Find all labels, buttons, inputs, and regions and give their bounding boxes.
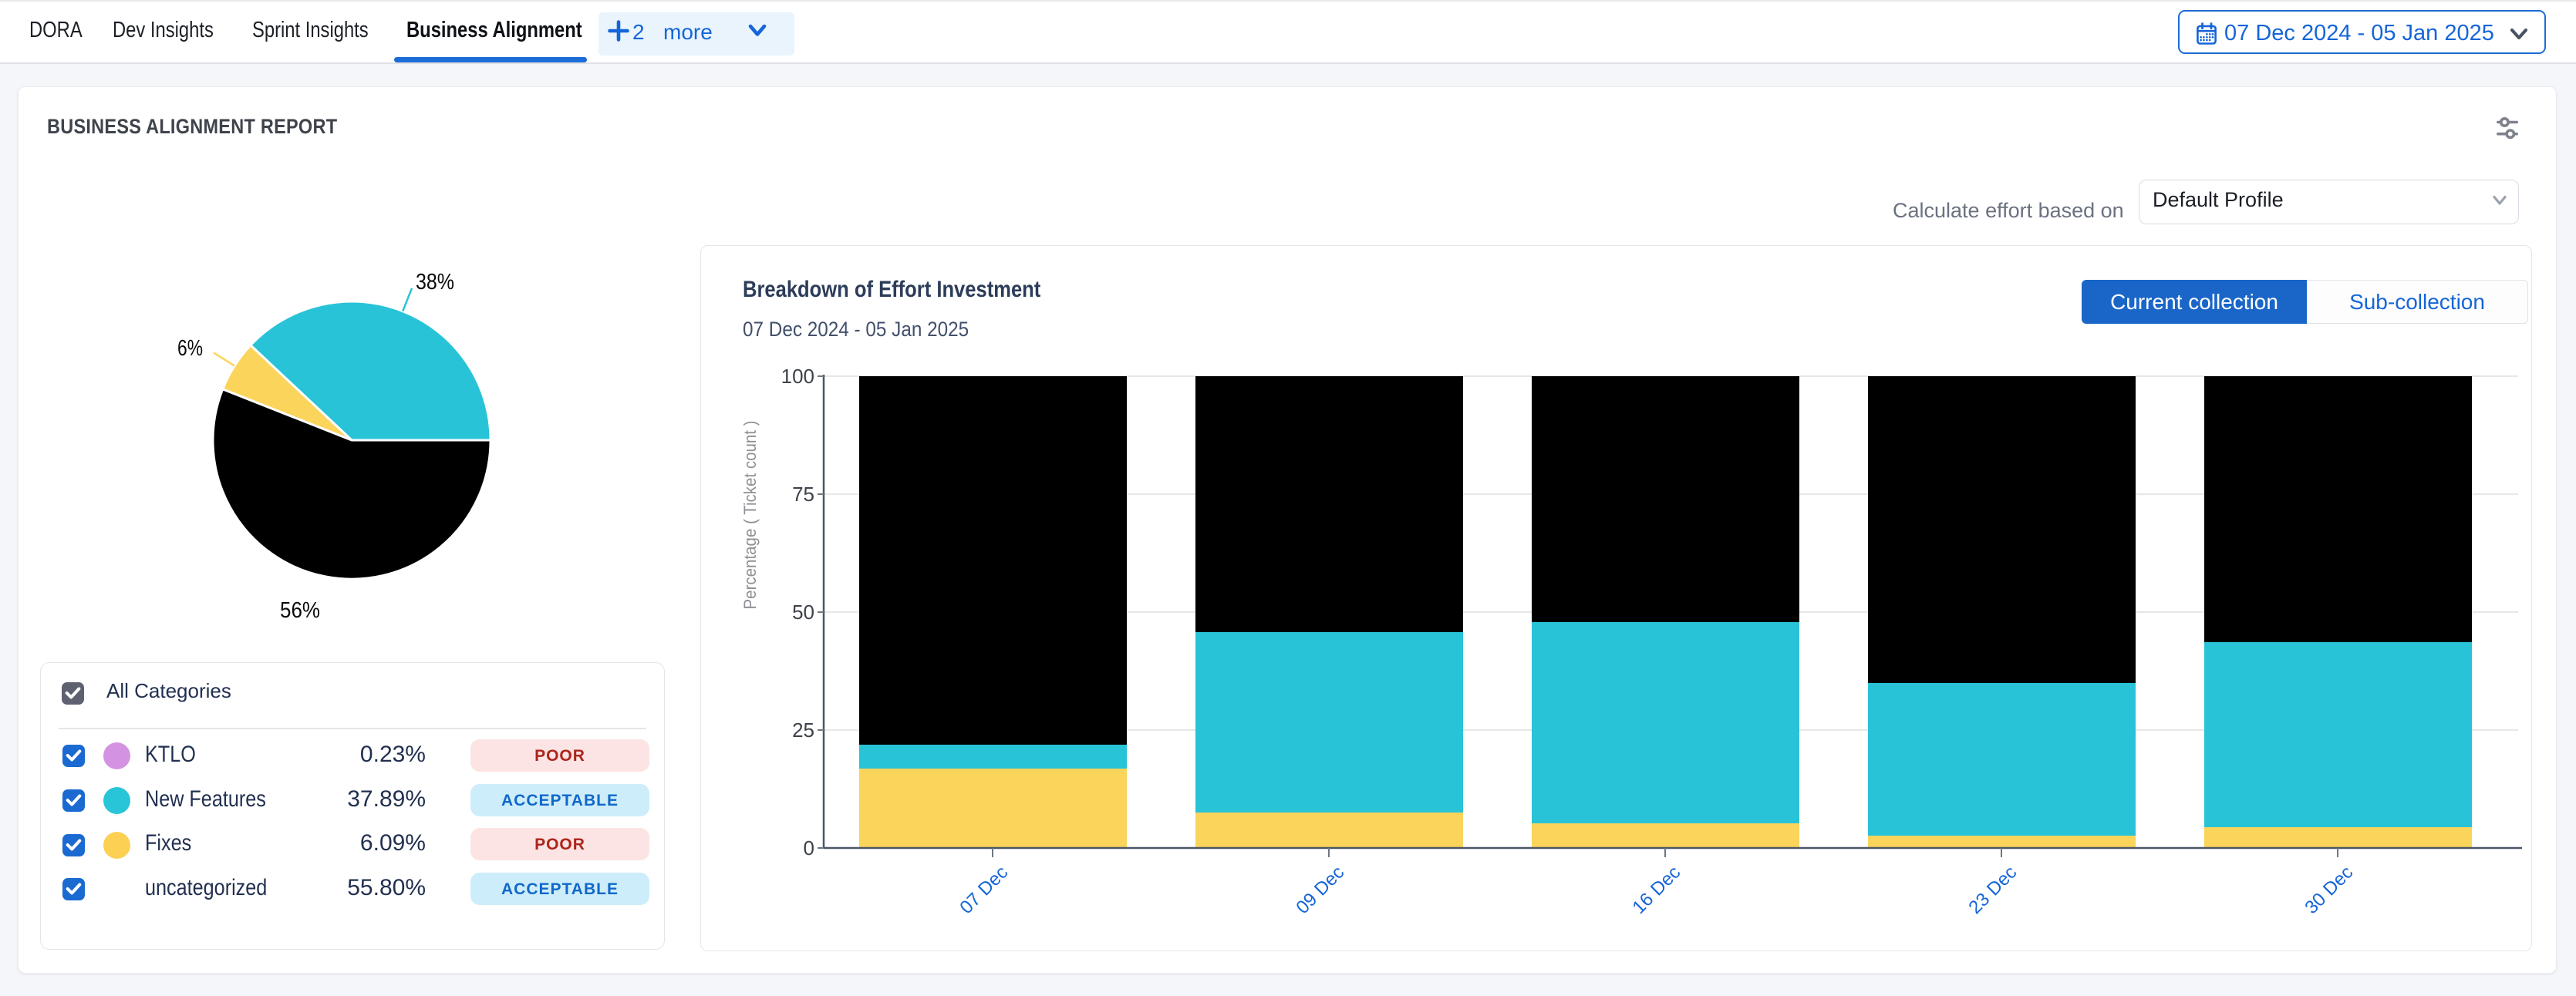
svg-text:16 Dec: 16 Dec xyxy=(1628,862,1684,918)
svg-text:0: 0 xyxy=(804,836,814,860)
svg-text:75: 75 xyxy=(792,483,814,506)
svg-text:30 Dec: 30 Dec xyxy=(2301,862,2357,918)
svg-text:23 Dec: 23 Dec xyxy=(1964,862,2021,918)
svg-text:25: 25 xyxy=(792,718,814,742)
svg-text:56%: 56% xyxy=(280,598,320,623)
svg-text:38%: 38% xyxy=(416,270,454,294)
svg-text:100: 100 xyxy=(781,365,814,388)
svg-text:50: 50 xyxy=(792,601,814,624)
svg-text:09 Dec: 09 Dec xyxy=(1292,862,1348,918)
svg-text:6%: 6% xyxy=(177,336,203,361)
svg-text:Percentage ( Ticket count ): Percentage ( Ticket count ) xyxy=(740,421,760,610)
svg-text:07 Dec: 07 Dec xyxy=(956,862,1012,918)
